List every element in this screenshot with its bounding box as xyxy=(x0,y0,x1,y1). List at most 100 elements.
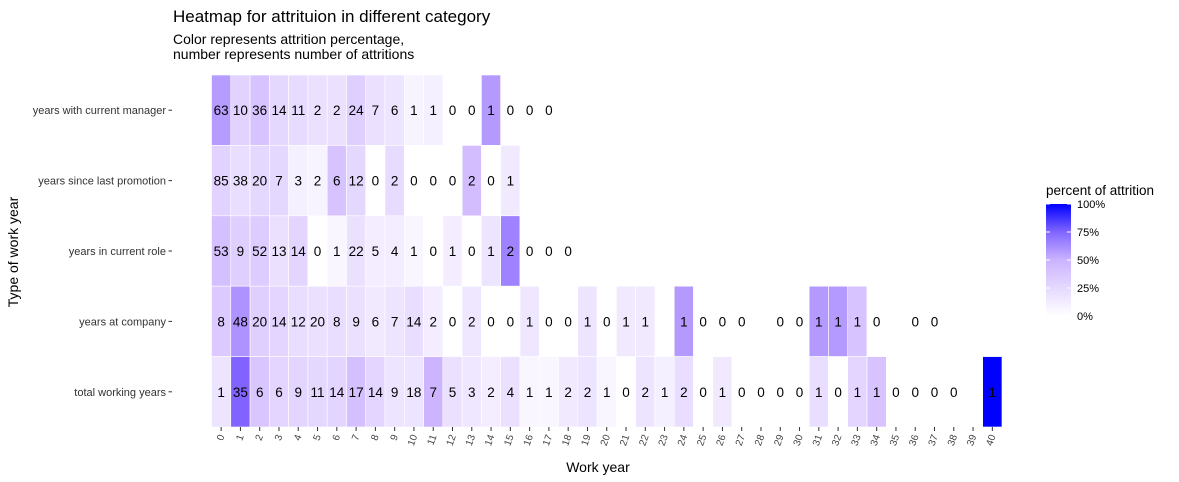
x-tick-label: 28 xyxy=(753,433,767,448)
x-tick-label: 35 xyxy=(888,433,902,448)
x-tick-label: 13 xyxy=(464,433,478,448)
cell-count-label: 2 xyxy=(391,174,399,189)
x-tick-label: 31 xyxy=(811,433,825,448)
legend-tick-label: 50% xyxy=(1077,255,1099,267)
cell-count-label: 1 xyxy=(719,385,727,400)
cell-count-label: 0 xyxy=(834,385,842,400)
cell-count-label: 7 xyxy=(372,103,380,118)
cell-count-label: 52 xyxy=(252,244,267,259)
cell-count-label: 14 xyxy=(271,103,287,118)
cell-count-label: 20 xyxy=(252,314,267,329)
cell-count-label: 2 xyxy=(564,385,572,400)
cell-count-label: 2 xyxy=(314,174,322,189)
cell-count-label: 1 xyxy=(429,103,437,118)
cell-count-label: 0 xyxy=(622,385,630,400)
cell-count-label: 8 xyxy=(217,314,225,329)
cell-count-label: 7 xyxy=(391,314,399,329)
cell-count-label: 6 xyxy=(256,385,264,400)
x-tick-label: 14 xyxy=(483,433,497,448)
x-tick-label: 19 xyxy=(580,433,594,448)
x-tick-label: 20 xyxy=(599,433,613,448)
y-axis-tick-labels: years with current manager years since la… xyxy=(33,105,172,399)
cell-count-label: 0 xyxy=(545,103,553,118)
cell-count-label: 36 xyxy=(252,103,267,118)
cell-count-label: 1 xyxy=(661,385,669,400)
cell-count-label: 0 xyxy=(796,314,804,329)
cell-count-label: 1 xyxy=(622,314,630,329)
cell-count-label: 1 xyxy=(815,385,823,400)
cell-count-label: 2 xyxy=(314,103,322,118)
cell-count-label: 2 xyxy=(468,174,476,189)
cell-count-label: 24 xyxy=(349,103,365,118)
x-tick-label: 23 xyxy=(657,433,671,448)
x-tick-label: 39 xyxy=(965,433,979,448)
cell-count-label: 5 xyxy=(372,244,380,259)
cell-count-label: 0 xyxy=(545,244,553,259)
x-tick-label: 29 xyxy=(772,433,786,448)
chart-title: Heatmap for attrituion in different cate… xyxy=(173,7,491,26)
cell-count-label: 0 xyxy=(372,174,380,189)
cell-count-label: 13 xyxy=(271,244,286,259)
x-tick-label: 15 xyxy=(503,433,517,448)
cell-count-label: 1 xyxy=(333,244,341,259)
x-tick-label: 36 xyxy=(907,433,921,448)
cell-count-label: 0 xyxy=(314,244,322,259)
x-tick-label: 18 xyxy=(560,433,574,448)
cell-count-label: 1 xyxy=(873,385,881,400)
x-tick-label: 22 xyxy=(637,433,651,448)
cell-count-label: 14 xyxy=(329,385,345,400)
cell-count-label: 1 xyxy=(507,174,515,189)
x-axis-title: Work year xyxy=(566,459,630,475)
cell-count-label: 3 xyxy=(295,174,303,189)
cell-count-label: 0 xyxy=(507,314,515,329)
cell-count-label: 0 xyxy=(564,244,572,259)
cell-count-label: 0 xyxy=(699,314,707,329)
cell-count-label: 0 xyxy=(545,314,553,329)
x-tick-label: 21 xyxy=(618,433,632,448)
cell-count-label: 14 xyxy=(368,385,384,400)
cell-count-label: 0 xyxy=(931,385,939,400)
cell-count-label: 1 xyxy=(217,385,225,400)
cell-count-label: 18 xyxy=(406,385,421,400)
cell-count-label: 6 xyxy=(372,314,380,329)
legend-tick-label: 75% xyxy=(1077,227,1099,239)
cell-count-label: 48 xyxy=(233,314,248,329)
cell-count-label: 0 xyxy=(892,385,900,400)
cell-count-label: 11 xyxy=(311,385,325,400)
x-tick-label: 37 xyxy=(927,433,941,448)
x-tick-label: 10 xyxy=(406,433,420,448)
cell-count-label: 0 xyxy=(699,385,707,400)
x-tick-label: 34 xyxy=(869,433,883,448)
cell-count-label: 1 xyxy=(642,314,650,329)
cell-count-label: 1 xyxy=(487,103,495,118)
legend-tick-labels: 0% 25% 50% 75% 100% xyxy=(1046,199,1105,323)
cell-count-label: 0 xyxy=(719,314,727,329)
cell-count-label: 53 xyxy=(214,244,229,259)
x-tick-label: 3 xyxy=(273,433,285,442)
legend-title: percent of attrition xyxy=(1046,183,1154,198)
cell-count-label: 6 xyxy=(391,103,399,118)
cell-count-label: 10 xyxy=(233,103,248,118)
cell-count-label: 0 xyxy=(738,385,746,400)
cell-count-label: 2 xyxy=(468,314,476,329)
cell-count-label: 0 xyxy=(950,385,958,400)
cell-count-label: 12 xyxy=(349,174,364,189)
cell-count-label: 0 xyxy=(468,244,476,259)
cell-count-label: 1 xyxy=(854,314,862,329)
cell-count-label: 0 xyxy=(777,385,785,400)
cell-count-label: 0 xyxy=(449,314,457,329)
x-tick-label: 2 xyxy=(254,433,266,442)
cell-count-label: 0 xyxy=(564,314,572,329)
x-axis-tick-labels: 0 1 2 3 4 5 6 7 8 9 10 11 12 13 14 15 16 17 18 19 20 21 22 23 24… xyxy=(215,427,999,447)
cell-count-label: 0 xyxy=(468,103,476,118)
cell-count-label: 2 xyxy=(333,103,341,118)
x-tick-label: 11 xyxy=(426,433,440,447)
cell-count-label: 0 xyxy=(449,174,457,189)
x-tick-label: 27 xyxy=(734,433,748,448)
x-tick-label: 40 xyxy=(985,433,999,448)
y-tick-label: years with current manager xyxy=(33,105,167,117)
cell-count-label: 0 xyxy=(507,103,515,118)
cell-count-label: 9 xyxy=(295,385,303,400)
cell-count-label: 2 xyxy=(584,385,592,400)
